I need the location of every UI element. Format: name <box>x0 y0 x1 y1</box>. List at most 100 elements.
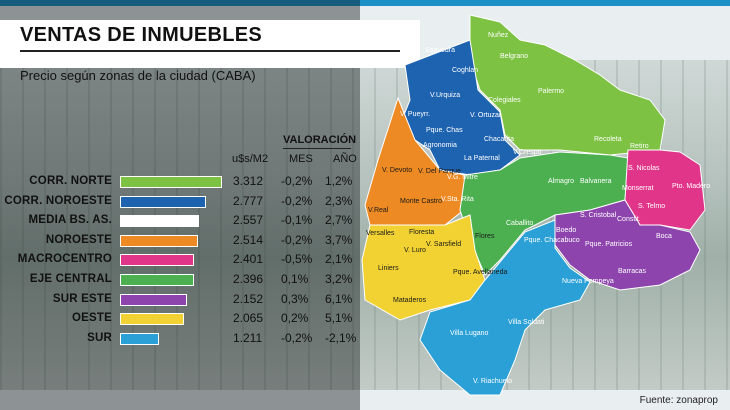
map-neighborhood-label: S. Nicolas <box>628 165 660 172</box>
price-cell: 2.065 <box>233 311 264 326</box>
zone-label: CORR. NOROESTE <box>4 194 112 207</box>
map-neighborhood-label: Coghlan <box>452 67 478 74</box>
anio-cell: 3,2% <box>325 272 353 286</box>
valoracion-header: VALORACIÓN <box>283 134 357 146</box>
map-neighborhood-label: V.Urquiza <box>430 92 460 99</box>
map-neighborhood-label: V. Devoto <box>382 167 412 174</box>
zone-label: NOROESTE <box>45 233 112 246</box>
map-neighborhood-label: V. Ortuzar <box>470 112 502 119</box>
zone-bar <box>120 332 159 345</box>
map-neighborhood-label: Boca <box>656 233 672 240</box>
mes-cell: -0,2% <box>281 174 313 188</box>
map-neighborhood-label: V.G. Mitre <box>447 174 478 181</box>
map-neighborhood-label: Floresta <box>409 229 434 236</box>
zone-label: MACROCENTRO <box>17 253 112 266</box>
page-title: VENTAS DE INMUEBLES <box>20 24 263 46</box>
map-zone-corr-norte <box>469 14 666 156</box>
mes-cell: -0,2% <box>281 330 313 345</box>
price-cell: 2.396 <box>233 272 264 286</box>
map-neighborhood-label: Chacarita <box>484 136 514 143</box>
mes-cell: 0,3% <box>281 291 309 306</box>
zone-label: EJE CENTRAL <box>29 273 112 285</box>
map-neighborhood-label: V. Del Parque <box>418 168 461 175</box>
map-neighborhood-label: Constit. <box>617 216 641 223</box>
map-neighborhood-label: Pque. Chas <box>426 127 463 134</box>
page-subtitle: Precio según zonas de la ciudad (CABA) <box>20 68 256 83</box>
map-neighborhood-label: La Paternal <box>464 155 500 162</box>
mes-cell: -0,1% <box>281 213 313 228</box>
map-neighborhood-label: V.Crespo <box>513 149 542 156</box>
title-header <box>0 20 420 68</box>
map-neighborhood-label: Palermo <box>538 88 564 95</box>
map-neighborhood-label: Mataderos <box>393 297 427 304</box>
map-neighborhood-label: Barracas <box>618 268 647 275</box>
zone-bar <box>120 313 184 326</box>
price-cell: 2.401 <box>233 252 264 267</box>
anio-header: AÑO <box>333 153 357 165</box>
map-neighborhood-label: Boedo <box>556 227 576 234</box>
zone-bar <box>120 254 194 267</box>
map-neighborhood-label: Villa Soldati <box>508 319 545 326</box>
map-neighborhood-label: Versalles <box>366 230 395 237</box>
map-neighborhood-label: Saavedra <box>425 47 455 54</box>
anio-cell: 1,2% <box>325 174 353 188</box>
map-neighborhood-label: Flores <box>475 233 495 240</box>
map-neighborhood-label: V. Pueyrr. <box>400 111 430 118</box>
map-zone-sur-este <box>554 199 701 291</box>
price-cell: 2.514 <box>233 232 264 247</box>
map-neighborhood-label: S. Cristobal <box>580 212 617 219</box>
mes-cell: -0,5% <box>281 252 313 267</box>
anio-cell: 2,3% <box>325 193 353 208</box>
map-neighborhood-label: Villa Lugano <box>450 330 489 337</box>
mes-cell: -0,2% <box>281 232 313 247</box>
price-cell: 2.152 <box>233 291 264 306</box>
map-neighborhood-label: Retiro <box>630 143 649 150</box>
anio-cell: 6,1% <box>325 291 353 306</box>
zone-label: CORR. NORTE <box>29 175 112 187</box>
price-cell: 3.312 <box>233 174 264 188</box>
mes-header: MES <box>289 153 313 165</box>
zone-bar <box>120 176 222 188</box>
map-neighborhood-label: V. Luro <box>404 247 426 254</box>
mes-cell: -0,2% <box>281 193 313 208</box>
zone-label: SUR <box>87 331 112 344</box>
map-neighborhood-label: Liniers <box>378 265 399 272</box>
anio-cell: 2,1% <box>325 252 353 267</box>
price-cell: 2.557 <box>233 213 264 228</box>
zone-bar <box>120 293 187 306</box>
map-neighborhood-label: Agronomia <box>423 142 457 149</box>
mes-cell: 0,1% <box>281 272 309 286</box>
zone-bar <box>120 215 199 228</box>
map-neighborhood-label: Pque. Avellaneda <box>453 269 507 276</box>
zone-bar <box>120 195 206 208</box>
map-neighborhood-label: V.Real <box>368 207 389 214</box>
anio-cell: -2,1% <box>325 330 357 345</box>
zone-label: SUR ESTE <box>52 292 112 305</box>
source-note: Fuente: zonaprop <box>639 395 718 406</box>
zone-bar <box>120 274 194 286</box>
map-zone-sur <box>419 219 591 396</box>
map-neighborhood-label: Belgrano <box>500 53 528 60</box>
map-neighborhood-label: Recoleta <box>594 136 622 143</box>
map-neighborhood-label: V. Sarsfield <box>426 241 461 248</box>
map-neighborhood-label: V.Sta. Rita <box>441 196 474 203</box>
map-neighborhood-label: Pque. Chacabuco <box>524 237 580 244</box>
map-neighborhood-label: Monserrat <box>622 185 654 192</box>
price-cell: 2.777 <box>233 193 264 208</box>
title-rule <box>20 50 400 52</box>
zone-label: MEDIA BS. AS. <box>28 214 112 227</box>
map-neighborhood-label: Caballito <box>506 220 533 227</box>
map-neighborhood-label: Colegiales <box>488 97 521 104</box>
map-neighborhood-label: Nueva Pompeya <box>562 278 614 285</box>
anio-cell: 5,1% <box>325 311 353 326</box>
map-neighborhood-label: Balvanera <box>580 178 612 185</box>
anio-cell: 2,7% <box>325 213 353 228</box>
map-neighborhood-label: Nuñez <box>488 32 509 39</box>
map-neighborhood-label: Pque. Patricios <box>585 241 633 248</box>
zone-bar <box>120 234 198 247</box>
valoracion-rule <box>283 148 351 149</box>
map-neighborhood-label: Pto. Madero <box>672 183 710 190</box>
zone-label: OESTE <box>72 312 112 325</box>
map-neighborhood-label: Monte Castro <box>400 198 442 205</box>
